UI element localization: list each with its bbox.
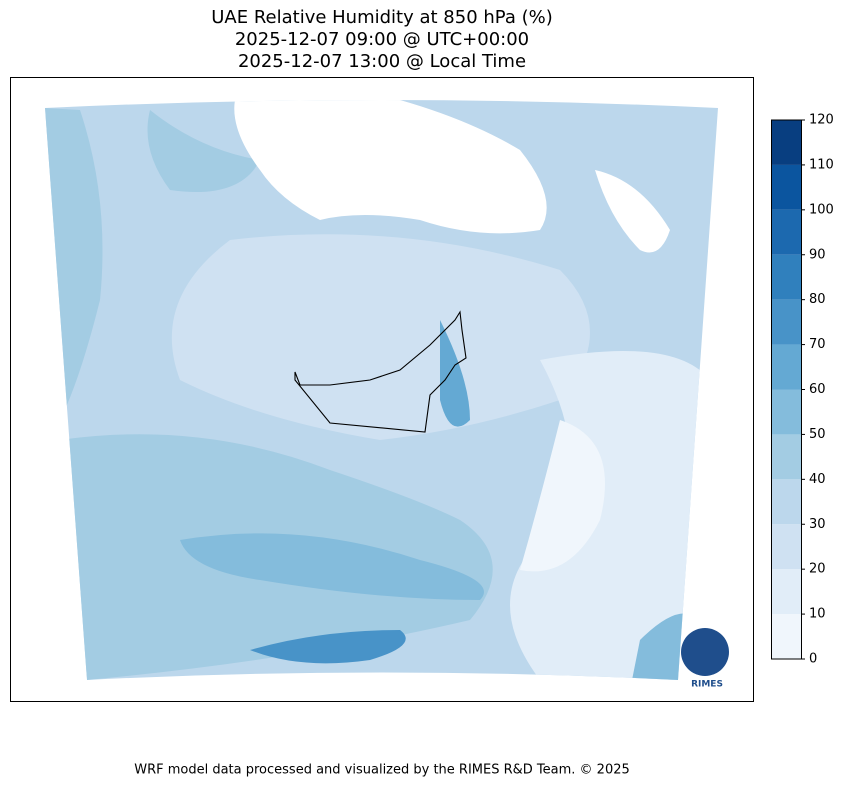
colorbar-band <box>771 164 801 210</box>
field <box>520 420 605 572</box>
colorbar-tick-label: 80 <box>809 292 826 307</box>
colorbar-band <box>771 479 801 525</box>
map: RIMES <box>45 100 729 690</box>
colorbar-band <box>771 299 801 345</box>
colorbar-tick-label: 0 <box>809 652 817 667</box>
no-data <box>595 170 670 253</box>
title-line: UAE Relative Humidity at 850 hPa (%) <box>211 7 552 28</box>
colorbar-tick-label: 90 <box>809 247 826 262</box>
colorbar-band <box>771 120 801 165</box>
colorbar-tick-label: 40 <box>809 472 826 487</box>
colorbar-band <box>771 569 801 615</box>
colorbar-tick-label: 70 <box>809 337 826 352</box>
field <box>250 630 406 664</box>
colorbar-band <box>771 389 801 435</box>
map-frame <box>10 77 754 702</box>
logo-mark <box>681 628 729 676</box>
colorbar-tick-label: 50 <box>809 427 826 442</box>
colorbar-tick-label: 110 <box>809 157 834 172</box>
title-line: 2025-12-07 09:00 @ UTC+00:00 <box>235 29 529 50</box>
field <box>440 320 470 427</box>
colorbar-tick-label: 60 <box>809 382 826 397</box>
colorbar-tick-label: 100 <box>809 202 834 217</box>
colorbar-band <box>771 434 801 480</box>
field <box>180 533 484 600</box>
colorbar-band <box>771 614 801 659</box>
colorbar-tick-label: 10 <box>809 607 826 622</box>
title-line: 2025-12-07 13:00 @ Local Time <box>238 51 526 72</box>
colorbar: 0 10 20 30 40 50 60 70 80 90 100 110 120 <box>771 113 834 667</box>
logo-text: RIMES <box>691 680 723 690</box>
colorbar-tick-label: 30 <box>809 517 826 532</box>
field <box>171 234 590 440</box>
colorbar-band <box>771 254 801 300</box>
border <box>294 310 467 433</box>
colorbar-band <box>771 524 801 570</box>
colorbar-band <box>771 344 801 390</box>
colorbar-tick-label: 120 <box>809 113 834 128</box>
colorbar-band <box>771 209 801 255</box>
colorbar-tick-label: 20 <box>809 562 826 577</box>
no-data <box>234 100 547 234</box>
field <box>147 110 260 192</box>
footer: WRF model data processed and visualized … <box>134 763 630 778</box>
field <box>510 351 718 680</box>
